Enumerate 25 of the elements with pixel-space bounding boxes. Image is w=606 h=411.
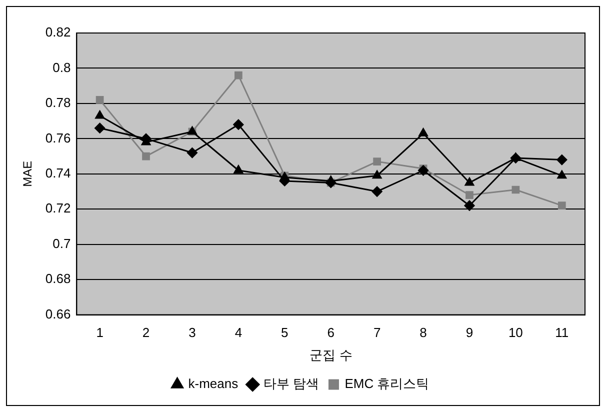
x-tick-label: 3: [188, 325, 196, 340]
y-tick-label: 0.66: [45, 306, 71, 322]
y-tick-label: 0.74: [45, 165, 71, 180]
y-tick-label: 0.82: [45, 24, 71, 40]
x-tick-label: 5: [281, 325, 288, 340]
legend-label: EMC 휴리스틱: [344, 376, 430, 392]
legend-label: k-means: [188, 376, 239, 392]
x-tick-label: 9: [466, 325, 474, 340]
x-tick-label: 11: [555, 325, 569, 340]
x-tick-label: 1: [96, 325, 104, 340]
y-tick-label: 0.76: [45, 130, 71, 146]
y-tick-label: 0.7: [52, 236, 71, 251]
x-tick-label: 10: [508, 325, 523, 340]
y-tick-label: 0.78: [45, 95, 71, 110]
x-tick-label: 2: [142, 325, 150, 340]
x-tick-label: 8: [420, 325, 427, 340]
x-axis-title: 군집 수: [309, 348, 352, 364]
y-tick-label: 0.8: [52, 60, 71, 75]
legend-label: 타부 탐색: [264, 376, 320, 392]
y-axis-title: MAE: [20, 160, 35, 187]
x-tick-label: 4: [234, 325, 242, 340]
y-tick-label: 0.72: [45, 200, 71, 216]
y-tick-label: 0.68: [45, 271, 71, 286]
x-tick-label: 6: [327, 325, 334, 340]
x-tick-label: 7: [373, 325, 381, 340]
